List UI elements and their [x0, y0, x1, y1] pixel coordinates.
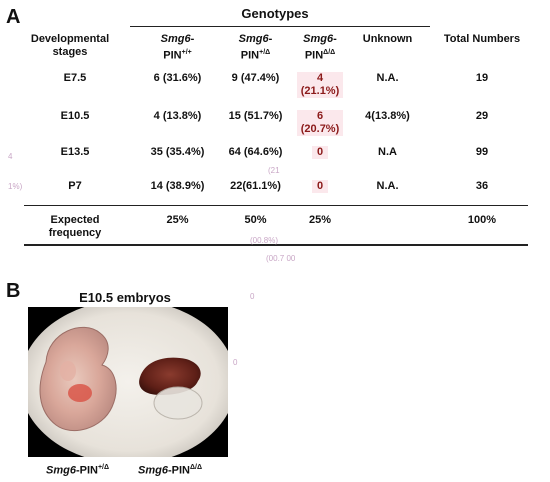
caption-right-rest: -PIN [167, 464, 190, 477]
faint-artifact: (00.8%) [250, 236, 279, 245]
header-ko: Smg6- PINΔ/Δ [290, 33, 350, 63]
header-wt-hyphen: - [190, 33, 195, 45]
expected-het: 50% [244, 214, 267, 226]
embryo-figure-title: E10.5 embryos [79, 290, 171, 305]
caption-right-gene: Smg6 [138, 464, 168, 477]
header-wt: Smg6- PIN+/+ [140, 33, 215, 63]
row-e10-5-unknown: 4(13.8%) [365, 110, 410, 122]
caption-left-gene: Smg6 [46, 464, 76, 477]
row-e13-5-ko: 0 [312, 146, 328, 159]
faint-artifact: (21 [268, 166, 280, 175]
faint-artifact: 0 [250, 292, 255, 301]
embryo-image [28, 307, 228, 457]
header-wt-pin: PIN [163, 49, 182, 62]
row-p7-stage: P7 [68, 180, 82, 192]
row-e10-5-total: 29 [475, 110, 489, 122]
embryo-head-region [60, 361, 76, 381]
faint-artifact: (00.7 00 [266, 254, 296, 263]
header-het-sup: +/Δ [259, 49, 271, 56]
embryo-heart-region [68, 384, 92, 402]
expected-wt: 25% [166, 214, 189, 226]
row-e10-5-wt: 4 (13.8%) [153, 110, 202, 122]
header-ko-hyphen: - [333, 33, 337, 45]
header-ko-sup: Δ/Δ [323, 49, 336, 56]
row-e13-5-total: 99 [475, 146, 489, 158]
row-e10-5-ko: 6 (20.7%) [297, 110, 343, 136]
header-het-pin: PIN [240, 49, 260, 62]
caption-right-sup: Δ/Δ [189, 464, 202, 471]
expected-ko: 25% [308, 214, 332, 226]
row-e13-5-unknown: N.A [378, 146, 397, 158]
header-total: Total Numbers [443, 33, 521, 45]
header-unknown: Unknown [362, 33, 413, 45]
row-e13-5-het: 64 (64.6%) [228, 146, 283, 158]
row-e7-5-het: 9 (47.4%) [231, 72, 280, 84]
row-e10-5-het: 15 (51.7%) [228, 110, 283, 122]
row-e7-5-ko: 4 (21.1%) [297, 72, 343, 98]
embryo-photo [28, 307, 228, 457]
knockout-embryo [139, 357, 201, 395]
genotypes-rule [130, 26, 430, 27]
row-e13-5-stage: E13.5 [60, 146, 90, 158]
expected-total: 100% [467, 214, 497, 226]
row-e10-5-stage: E10.5 [60, 110, 90, 122]
expected-label: Expected frequency [48, 214, 102, 239]
header-wt-sup: +/+ [181, 49, 192, 56]
yolk-sac [153, 386, 203, 420]
heterozygous-embryo [39, 326, 117, 432]
caption-knockout: Smg6-PINΔ/Δ [138, 464, 202, 477]
faint-artifact: 1%) [8, 182, 23, 191]
header-stages: Developmental stages [30, 33, 110, 58]
table-mid-rule [24, 205, 528, 206]
header-wt-gene: Smg6 [160, 33, 191, 45]
row-e7-5-unknown: N.A. [376, 72, 399, 84]
row-p7-het: 22(61.1%) [230, 180, 281, 192]
caption-left-rest: -PIN [75, 464, 98, 477]
row-p7-total: 36 [475, 180, 489, 192]
header-ko-gene: Smg6 [303, 33, 334, 45]
row-e13-5-wt: 35 (35.4%) [150, 146, 205, 158]
panel-label-a: A [6, 6, 21, 28]
row-p7-unknown: N.A. [376, 180, 399, 192]
caption-heterozygous: Smg6-PIN+/Δ [46, 464, 109, 477]
header-ko-pin: PIN [304, 49, 324, 62]
faint-artifact: 0 [233, 358, 238, 367]
genotypes-header: Genotypes [241, 6, 309, 21]
row-p7-wt: 14 (38.9%) [150, 180, 205, 192]
header-het: Smg6- PIN+/Δ [218, 33, 293, 63]
row-p7-ko: 0 [312, 180, 328, 193]
caption-left-sup: +/Δ [97, 464, 110, 471]
row-e7-5-total: 19 [475, 72, 489, 84]
row-e7-5-stage: E7.5 [63, 72, 87, 84]
table-bottom-rule [24, 244, 528, 246]
panel-label-b: B [6, 280, 21, 302]
row-e7-5-wt: 6 (31.6%) [153, 72, 202, 84]
header-het-gene: Smg6 [238, 33, 269, 45]
faint-artifact: 4 [8, 152, 13, 161]
header-het-hyphen: - [268, 33, 273, 45]
